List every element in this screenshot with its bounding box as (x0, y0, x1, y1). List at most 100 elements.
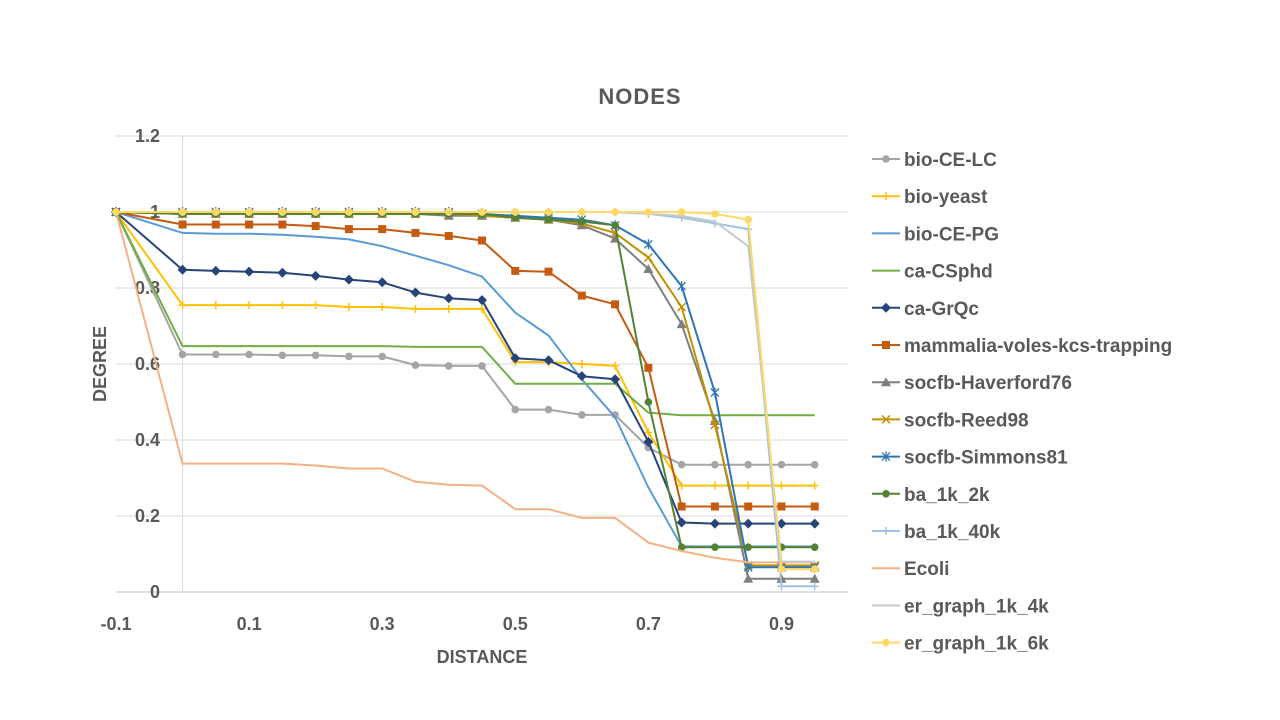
legend-entry: ca-GrQc (872, 299, 979, 320)
x-tick-label: 0.7 (636, 614, 661, 634)
data-point (178, 220, 187, 229)
legend-entry: er_graph_1k_6k (872, 634, 1049, 655)
data-point (212, 208, 220, 216)
data-point (576, 371, 587, 382)
data-point (777, 481, 786, 490)
data-point (278, 208, 287, 216)
data-point (610, 374, 621, 385)
data-point (577, 291, 586, 300)
data-point (543, 355, 554, 366)
legend-marker (881, 451, 891, 462)
data-point (344, 225, 353, 234)
data-point (345, 208, 353, 216)
data-point (611, 221, 619, 230)
data-point (578, 217, 586, 226)
legend-marker (882, 192, 890, 201)
data-point (644, 428, 653, 437)
series-ca-GrQc (111, 207, 820, 529)
y-axis-ticks: 00.20.40.60.811.2 (135, 126, 160, 602)
legend-marker (881, 377, 891, 387)
data-point (711, 460, 719, 469)
data-point (311, 301, 320, 310)
legend-entry: ba_1k_2k (872, 485, 990, 506)
data-point (178, 301, 187, 310)
x-axis-ticks: -0.1 0.1 0.3 0.5 0.7 0.9 (100, 614, 793, 634)
y-tick-label: 1.2 (135, 126, 160, 146)
series-line (115, 211, 815, 567)
data-point (810, 481, 819, 490)
data-point (345, 352, 353, 361)
legend-marker (882, 341, 890, 349)
series-ca-CSphd (115, 211, 815, 417)
data-point (710, 481, 719, 490)
x-tick-label: -0.1 (100, 614, 131, 634)
legend: bio-CE-LC bio-yeast bio-CE-PG ca-CSphd ca-Gr… (872, 150, 1172, 655)
data-point (643, 253, 653, 263)
data-point (577, 360, 586, 368)
data-point (311, 222, 320, 231)
data-point (710, 387, 720, 398)
data-point (411, 228, 420, 237)
data-point (211, 220, 220, 229)
series-line (115, 211, 815, 487)
y-tick-label: 0.2 (135, 506, 160, 526)
data-point (443, 293, 454, 304)
series-ba_1k_40k (112, 208, 819, 591)
legend-label: mammalia-voles-kcs-trapping (904, 336, 1172, 357)
data-point (544, 405, 553, 414)
data-point (744, 481, 753, 490)
data-point (278, 351, 287, 360)
legend-label: socfb-Simmons81 (904, 448, 1068, 469)
data-point (245, 208, 253, 216)
legend-label: socfb-Reed98 (904, 410, 1029, 431)
series-line (116, 211, 815, 569)
data-point (510, 353, 521, 364)
data-point (810, 582, 819, 591)
data-point (245, 350, 253, 359)
data-point (211, 301, 220, 310)
series-er_graph_1k_6k (112, 208, 819, 573)
data-point (245, 301, 254, 310)
legend-marker (882, 638, 890, 647)
data-point (709, 518, 720, 529)
data-point (278, 220, 287, 229)
data-point (744, 502, 753, 511)
legend-label: ca-CSphd (904, 262, 993, 283)
legend-label: ba_1k_40k (904, 522, 1001, 543)
data-point (377, 277, 388, 288)
legend-label: Ecoli (904, 559, 949, 580)
data-point (112, 208, 120, 216)
data-point (744, 460, 752, 469)
series-line (115, 211, 815, 525)
data-point (776, 518, 787, 529)
y-tick-label: 0 (150, 582, 160, 602)
data-point (777, 502, 786, 511)
data-point (511, 405, 520, 414)
data-point (344, 303, 353, 311)
series-bio-yeast (112, 208, 819, 490)
data-point (212, 350, 220, 359)
data-point (677, 543, 686, 551)
data-point (511, 266, 520, 275)
data-point (444, 304, 453, 313)
y-tick-label: 0.4 (135, 430, 160, 450)
data-point (444, 362, 453, 370)
x-tick-label: 0.1 (237, 614, 262, 634)
series-line (115, 211, 815, 417)
x-tick-label: 0.3 (370, 614, 395, 634)
series-er_graph_1k_4k (116, 211, 815, 563)
series-socfb-Simmons81 (111, 207, 820, 573)
legend-entry: socfb-Reed98 (872, 410, 1029, 431)
data-point (611, 208, 619, 216)
data-point (343, 274, 354, 285)
series-ba_1k_2k (112, 208, 819, 551)
data-point (511, 208, 520, 216)
legend-marker (882, 490, 890, 498)
data-point (278, 301, 287, 310)
data-point (444, 208, 453, 216)
data-point (177, 264, 188, 275)
data-point (310, 270, 321, 281)
data-point (277, 267, 288, 278)
series-line (116, 211, 815, 588)
